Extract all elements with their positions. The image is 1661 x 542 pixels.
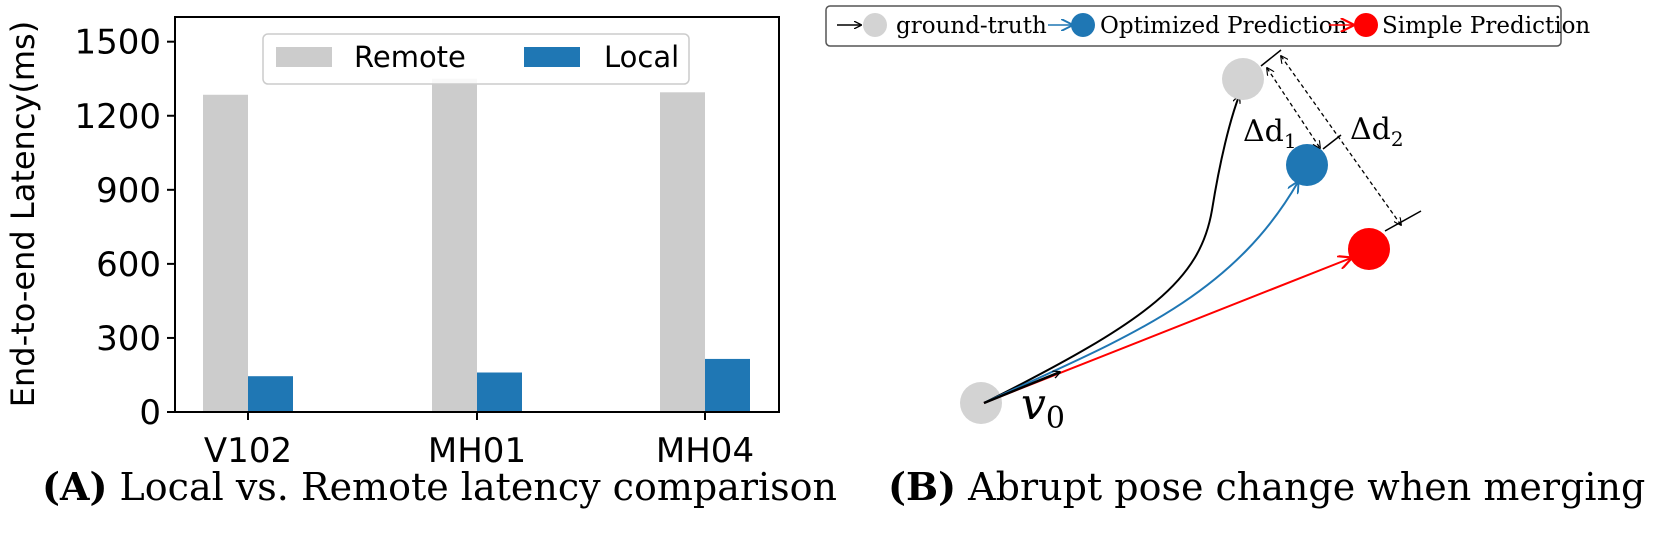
pose-change-diagram: ground-truth Optimized Prediction Simple… <box>825 5 1645 509</box>
v0-label: v0 <box>1021 379 1065 436</box>
y-tick-label: 1500 <box>74 23 161 63</box>
legend-dot-ground-truth <box>863 13 887 37</box>
caption-a-text: Local vs. Remote latency comparison <box>120 465 837 509</box>
bar-remote-mh04 <box>660 92 705 412</box>
x-tick-label: V102 <box>204 431 292 471</box>
y-axis-label: End-to-end Latency(ms) <box>4 21 42 407</box>
bar-remote-v102 <box>203 94 248 412</box>
legend-text-ground-truth: ground-truth <box>896 13 1047 39</box>
latency-bar-chart: 0 300 600 900 1200 1500 V102 MH01 MH04 End-to-e… <box>4 16 837 509</box>
bar-local-v102 <box>248 376 293 412</box>
y-tick-label: 900 <box>96 171 161 211</box>
start-pose-dot <box>960 382 1002 424</box>
y-tick-label: 600 <box>96 245 161 285</box>
simple-reference-line <box>1384 210 1422 232</box>
diagram-legend: ground-truth Optimized Prediction Simple… <box>825 5 1590 47</box>
legend-dot-simple <box>1354 13 1378 37</box>
plot-frame <box>174 16 780 413</box>
caption-b: (B) Abrupt pose change when merging <box>888 464 1645 509</box>
y-tick-label: 0 <box>139 393 161 433</box>
bar-local-mh01 <box>477 372 522 412</box>
initial-velocity-arrow <box>983 372 1060 405</box>
bars-group <box>203 78 750 412</box>
legend-text-optimized: Optimized Prediction <box>1100 13 1348 39</box>
legend-swatch-remote <box>276 47 332 67</box>
delta-d2-label: Δd2 <box>1350 112 1404 151</box>
delta-d1-label: Δd1 <box>1243 114 1297 153</box>
ground-truth-dot <box>1222 58 1264 100</box>
x-tick-label: MH04 <box>656 431 754 471</box>
bar-remote-mh01 <box>432 78 477 412</box>
caption-b-letter: (B) <box>888 464 956 509</box>
caption-b-text: Abrupt pose change when merging <box>967 465 1645 509</box>
caption-a-letter: (A) <box>42 464 107 509</box>
x-axis-ticks: V102 MH01 MH04 <box>204 412 754 471</box>
x-tick-label: MH01 <box>428 431 526 471</box>
y-axis-ticks: 0 300 600 900 1200 1500 <box>74 23 175 433</box>
legend-box <box>262 33 690 85</box>
ground-truth-trajectory <box>983 96 1239 404</box>
optimized-trajectory <box>983 182 1298 404</box>
caption-a: (A) Local vs. Remote latency comparison <box>42 464 837 509</box>
diagram-legend-box <box>825 5 1562 47</box>
legend-dot-optimized <box>1071 13 1095 37</box>
y-tick-label: 1200 <box>74 97 161 137</box>
chart-legend: Remote Local <box>262 33 690 85</box>
ground-truth-reference-line <box>1260 49 1282 67</box>
simple-prediction-dot <box>1348 228 1390 270</box>
legend-swatch-local <box>524 47 580 67</box>
legend-text-simple: Simple Prediction <box>1382 13 1590 39</box>
bar-local-mh04 <box>705 358 750 412</box>
y-tick-label: 300 <box>96 319 161 359</box>
legend-label-local: Local <box>604 40 679 74</box>
legend-label-remote: Remote <box>354 40 466 74</box>
